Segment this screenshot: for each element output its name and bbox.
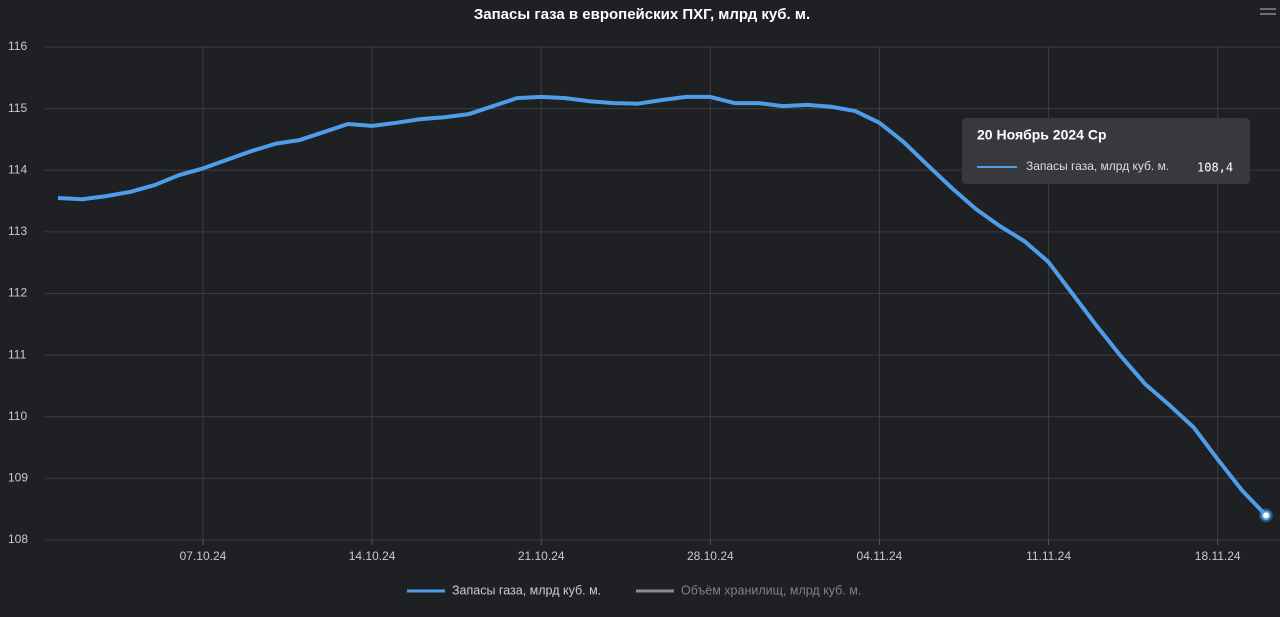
- y-tick-label: 114: [8, 162, 27, 176]
- tooltip-series: Запасы газа, млрд куб. м.: [1026, 159, 1169, 173]
- tooltip-title: 20 Ноябрь 2024 Ср: [977, 127, 1107, 143]
- y-tick-label: 116: [8, 39, 27, 53]
- tooltip-value: 108,4: [1197, 161, 1233, 175]
- legend-label: Объём хранилищ, млрд куб. м.: [681, 583, 861, 597]
- y-tick-label: 108: [8, 532, 28, 546]
- hover-point: [1261, 510, 1271, 521]
- y-tick-label: 113: [8, 224, 27, 238]
- legend-label: Запасы газа, млрд куб. м.: [452, 583, 601, 597]
- menu-icon[interactable]: [1260, 8, 1276, 15]
- data-line: [57, 94, 1268, 517]
- tooltip-box: [962, 118, 1250, 184]
- y-tick-label: 112: [8, 286, 27, 300]
- x-tick-label: 21.10.24: [518, 549, 565, 563]
- x-tick-label: 04.11.24: [857, 549, 903, 563]
- y-tick-label: 111: [8, 347, 27, 361]
- x-tick-label: 11.11.24: [1026, 549, 1071, 563]
- x-tick-label: 14.10.24: [349, 549, 396, 563]
- y-tick-label: 109: [8, 471, 28, 485]
- y-tick-label: 110: [8, 409, 27, 423]
- x-tick-label: 07.10.24: [180, 549, 227, 563]
- x-tick-label: 28.10.24: [687, 549, 734, 563]
- chart-title: Запасы газа в европейских ПХГ, млрд куб.…: [474, 6, 810, 23]
- x-tick-label: 18.11.24: [1195, 549, 1241, 563]
- y-tick-label: 115: [8, 101, 27, 115]
